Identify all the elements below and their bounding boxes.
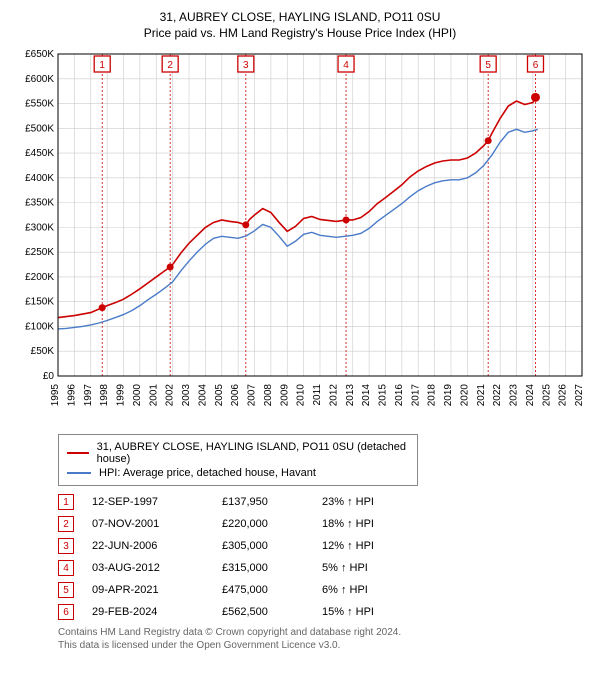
svg-text:2001: 2001: [148, 384, 159, 407]
chart-container: 31, AUBREY CLOSE, HAYLING ISLAND, PO11 0…: [0, 0, 600, 660]
legend-swatch: [67, 472, 91, 474]
svg-text:2008: 2008: [263, 384, 274, 407]
svg-text:4: 4: [343, 60, 349, 71]
row-marker: 1: [58, 494, 92, 510]
svg-text:£400K: £400K: [25, 173, 54, 184]
svg-text:1999: 1999: [116, 384, 127, 407]
svg-text:£50K: £50K: [31, 346, 55, 357]
footer-attribution: Contains HM Land Registry data © Crown c…: [58, 626, 588, 652]
svg-text:2011: 2011: [312, 384, 323, 406]
row-price: £562,500: [222, 606, 322, 618]
legend-swatch: [67, 452, 89, 454]
svg-text:£450K: £450K: [25, 148, 54, 159]
svg-text:2018: 2018: [427, 384, 438, 407]
legend-item: HPI: Average price, detached house, Hava…: [67, 467, 409, 479]
row-date: 22-JUN-2006: [92, 540, 222, 552]
svg-text:2024: 2024: [525, 384, 536, 407]
svg-text:1996: 1996: [66, 384, 77, 407]
svg-text:£200K: £200K: [25, 272, 54, 283]
row-pct: 6% ↑ HPI: [322, 584, 432, 596]
row-date: 07-NOV-2001: [92, 518, 222, 530]
svg-text:1998: 1998: [99, 384, 110, 407]
svg-text:3: 3: [243, 60, 249, 71]
svg-text:£300K: £300K: [25, 222, 54, 233]
svg-text:2: 2: [167, 60, 173, 71]
row-date: 03-AUG-2012: [92, 562, 222, 574]
chart-plot-area: £0 £50K £100K £150K £200K £250K £300K £350K £400…: [12, 46, 588, 426]
svg-text:£250K: £250K: [25, 247, 54, 258]
row-pct: 12% ↑ HPI: [322, 540, 432, 552]
row-date: 12-SEP-1997: [92, 496, 222, 508]
footer-line-1: Contains HM Land Registry data © Crown c…: [58, 626, 588, 639]
row-marker: 5: [58, 582, 92, 598]
svg-text:2014: 2014: [361, 384, 372, 407]
svg-text:2012: 2012: [328, 384, 339, 407]
table-row: 322-JUN-2006£305,00012% ↑ HPI: [58, 538, 588, 554]
row-price: £315,000: [222, 562, 322, 574]
svg-text:2026: 2026: [558, 384, 569, 407]
svg-text:2006: 2006: [230, 384, 241, 407]
svg-text:2022: 2022: [492, 384, 503, 407]
row-date: 09-APR-2021: [92, 584, 222, 596]
row-price: £137,950: [222, 496, 322, 508]
svg-text:5: 5: [485, 60, 491, 71]
svg-text:2016: 2016: [394, 384, 405, 407]
chart-svg: £0 £50K £100K £150K £200K £250K £300K £350K £400…: [12, 46, 588, 426]
svg-text:2009: 2009: [279, 384, 290, 407]
svg-text:2005: 2005: [214, 384, 225, 407]
footer-line-2: This data is licensed under the Open Gov…: [58, 639, 588, 652]
svg-text:6: 6: [533, 60, 539, 71]
row-pct: 18% ↑ HPI: [322, 518, 432, 530]
svg-text:£550K: £550K: [25, 99, 54, 110]
table-row: 629-FEB-2024£562,50015% ↑ HPI: [58, 604, 588, 620]
legend: 31, AUBREY CLOSE, HAYLING ISLAND, PO11 0…: [58, 434, 418, 486]
legend-item: 31, AUBREY CLOSE, HAYLING ISLAND, PO11 0…: [67, 441, 409, 465]
svg-text:£650K: £650K: [25, 49, 54, 60]
svg-text:£0: £0: [43, 371, 55, 382]
svg-text:2015: 2015: [378, 384, 389, 407]
sales-table: 112-SEP-1997£137,95023% ↑ HPI 207-NOV-200…: [58, 494, 588, 620]
row-date: 29-FEB-2024: [92, 606, 222, 618]
svg-text:2013: 2013: [345, 384, 356, 407]
row-pct: 15% ↑ HPI: [322, 606, 432, 618]
table-row: 403-AUG-2012£315,0005% ↑ HPI: [58, 560, 588, 576]
svg-text:2007: 2007: [247, 384, 258, 407]
row-marker: 3: [58, 538, 92, 554]
svg-text:2020: 2020: [459, 384, 470, 407]
table-row: 509-APR-2021£475,0006% ↑ HPI: [58, 582, 588, 598]
svg-text:1997: 1997: [83, 384, 94, 407]
svg-text:2025: 2025: [541, 384, 552, 407]
svg-text:1995: 1995: [50, 384, 61, 407]
svg-text:£600K: £600K: [25, 74, 54, 85]
svg-text:2019: 2019: [443, 384, 454, 407]
row-price: £475,000: [222, 584, 322, 596]
legend-label: 31, AUBREY CLOSE, HAYLING ISLAND, PO11 0…: [97, 441, 409, 465]
svg-text:2000: 2000: [132, 384, 143, 407]
table-row: 207-NOV-2001£220,00018% ↑ HPI: [58, 516, 588, 532]
row-pct: 23% ↑ HPI: [322, 496, 432, 508]
svg-text:2021: 2021: [476, 384, 487, 407]
svg-text:2017: 2017: [410, 384, 421, 407]
svg-text:2004: 2004: [197, 384, 208, 407]
row-price: £305,000: [222, 540, 322, 552]
svg-text:2023: 2023: [509, 384, 520, 407]
svg-text:£150K: £150K: [25, 297, 54, 308]
svg-text:2002: 2002: [165, 384, 176, 407]
svg-text:1: 1: [99, 60, 105, 71]
chart-subtitle: Price paid vs. HM Land Registry's House …: [12, 26, 588, 40]
svg-text:2010: 2010: [296, 384, 307, 407]
legend-label: HPI: Average price, detached house, Hava…: [99, 467, 316, 479]
row-marker: 6: [58, 604, 92, 620]
row-price: £220,000: [222, 518, 322, 530]
svg-text:2003: 2003: [181, 384, 192, 407]
svg-text:£350K: £350K: [25, 198, 54, 209]
svg-text:£500K: £500K: [25, 123, 54, 134]
svg-text:2027: 2027: [574, 384, 585, 407]
row-pct: 5% ↑ HPI: [322, 562, 432, 574]
chart-title: 31, AUBREY CLOSE, HAYLING ISLAND, PO11 0…: [12, 10, 588, 24]
row-marker: 2: [58, 516, 92, 532]
table-row: 112-SEP-1997£137,95023% ↑ HPI: [58, 494, 588, 510]
svg-text:£100K: £100K: [25, 321, 54, 332]
row-marker: 4: [58, 560, 92, 576]
